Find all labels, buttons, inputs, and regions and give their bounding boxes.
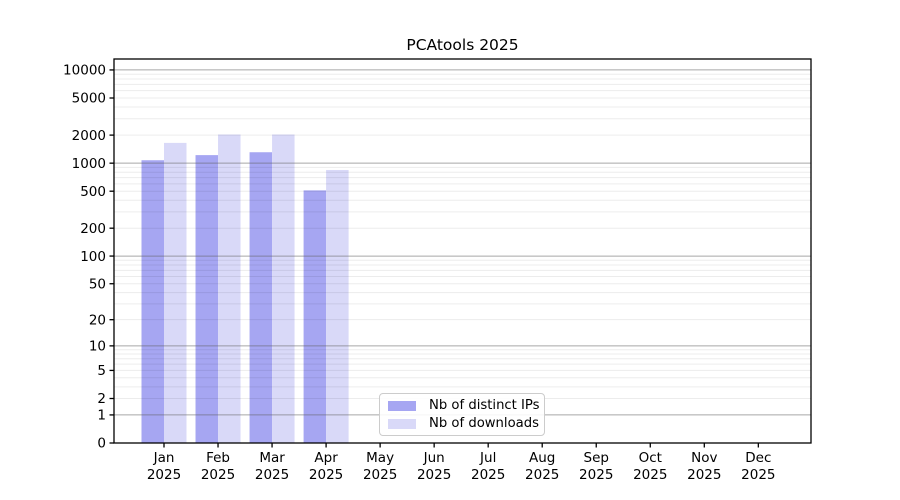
bar-nb-of-downloads-mar bbox=[272, 134, 295, 443]
legend-row-downloads: Nb of downloads bbox=[388, 415, 539, 432]
x-tick-label-year: 2025 bbox=[579, 467, 613, 483]
bar-nb-of-distinct-ips-jan bbox=[141, 160, 164, 443]
bar-nb-of-downloads-jan bbox=[164, 142, 187, 443]
x-tick-label-year: 2025 bbox=[525, 467, 559, 483]
y-tick-label: 10 bbox=[89, 339, 106, 355]
bar-nb-of-distinct-ips-feb bbox=[195, 155, 219, 443]
y-tick-label: 500 bbox=[80, 184, 106, 200]
x-tick-label-month: Jan bbox=[153, 450, 175, 466]
x-tick-label-year: 2025 bbox=[309, 467, 343, 483]
legend-label-downloads: Nb of downloads bbox=[429, 416, 539, 431]
y-tick-label: 2 bbox=[97, 391, 106, 407]
legend-swatch-downloads bbox=[388, 418, 416, 429]
x-tick-label-month: Feb bbox=[206, 450, 230, 466]
x-tick-label-month: May bbox=[366, 450, 394, 466]
legend-label-distinct-ips: Nb of distinct IPs bbox=[429, 398, 540, 413]
x-tick-label-month: Nov bbox=[691, 450, 717, 466]
chart-title: PCAtools 2025 bbox=[406, 36, 519, 54]
x-tick-label-month: Sep bbox=[584, 450, 609, 466]
y-tick-label: 200 bbox=[80, 221, 106, 237]
x-tick-label-year: 2025 bbox=[201, 467, 235, 483]
y-tick-label: 50 bbox=[89, 276, 106, 292]
y-tick-label: 0 bbox=[97, 436, 106, 452]
x-tick-label-year: 2025 bbox=[471, 467, 505, 483]
x-tick-label-month: Jul bbox=[479, 450, 496, 466]
y-tick-label: 10000 bbox=[63, 63, 106, 79]
x-tick-label-month: Oct bbox=[639, 450, 662, 466]
x-tick-label-month: Apr bbox=[314, 450, 338, 466]
x-tick-label-month: Mar bbox=[259, 450, 285, 466]
legend-row-distinct-ips: Nb of distinct IPs bbox=[388, 397, 540, 414]
y-tick-label: 5000 bbox=[72, 91, 106, 107]
x-tick-label-month: Aug bbox=[529, 450, 555, 466]
x-tick-label-year: 2025 bbox=[633, 467, 667, 483]
x-tick-label-year: 2025 bbox=[417, 467, 451, 483]
y-tick-label: 1000 bbox=[72, 156, 106, 172]
y-tick-label: 100 bbox=[80, 249, 106, 265]
plot-frame bbox=[113, 58, 812, 444]
y-tick-label: 2000 bbox=[72, 128, 106, 144]
bar-nb-of-downloads-feb bbox=[218, 134, 241, 443]
x-tick-label-year: 2025 bbox=[255, 467, 289, 483]
legend-swatch-distinct-ips bbox=[388, 400, 416, 411]
bar-nb-of-distinct-ips-mar bbox=[249, 152, 273, 443]
x-tick-label-month: Dec bbox=[745, 450, 771, 466]
x-tick-label-month: Jun bbox=[423, 450, 445, 466]
y-tick-label: 20 bbox=[89, 312, 106, 328]
x-tick-label-year: 2025 bbox=[147, 467, 181, 483]
x-tick-label-year: 2025 bbox=[741, 467, 775, 483]
x-tick-label-year: 2025 bbox=[687, 467, 721, 483]
y-tick-label: 1 bbox=[97, 408, 106, 424]
y-tick-label: 5 bbox=[97, 363, 106, 379]
x-tick-label-year: 2025 bbox=[363, 467, 397, 483]
legend: Nb of distinct IPs Nb of downloads bbox=[379, 393, 545, 436]
bar-nb-of-distinct-ips-apr bbox=[303, 190, 327, 443]
bar-nb-of-downloads-apr bbox=[326, 169, 349, 444]
